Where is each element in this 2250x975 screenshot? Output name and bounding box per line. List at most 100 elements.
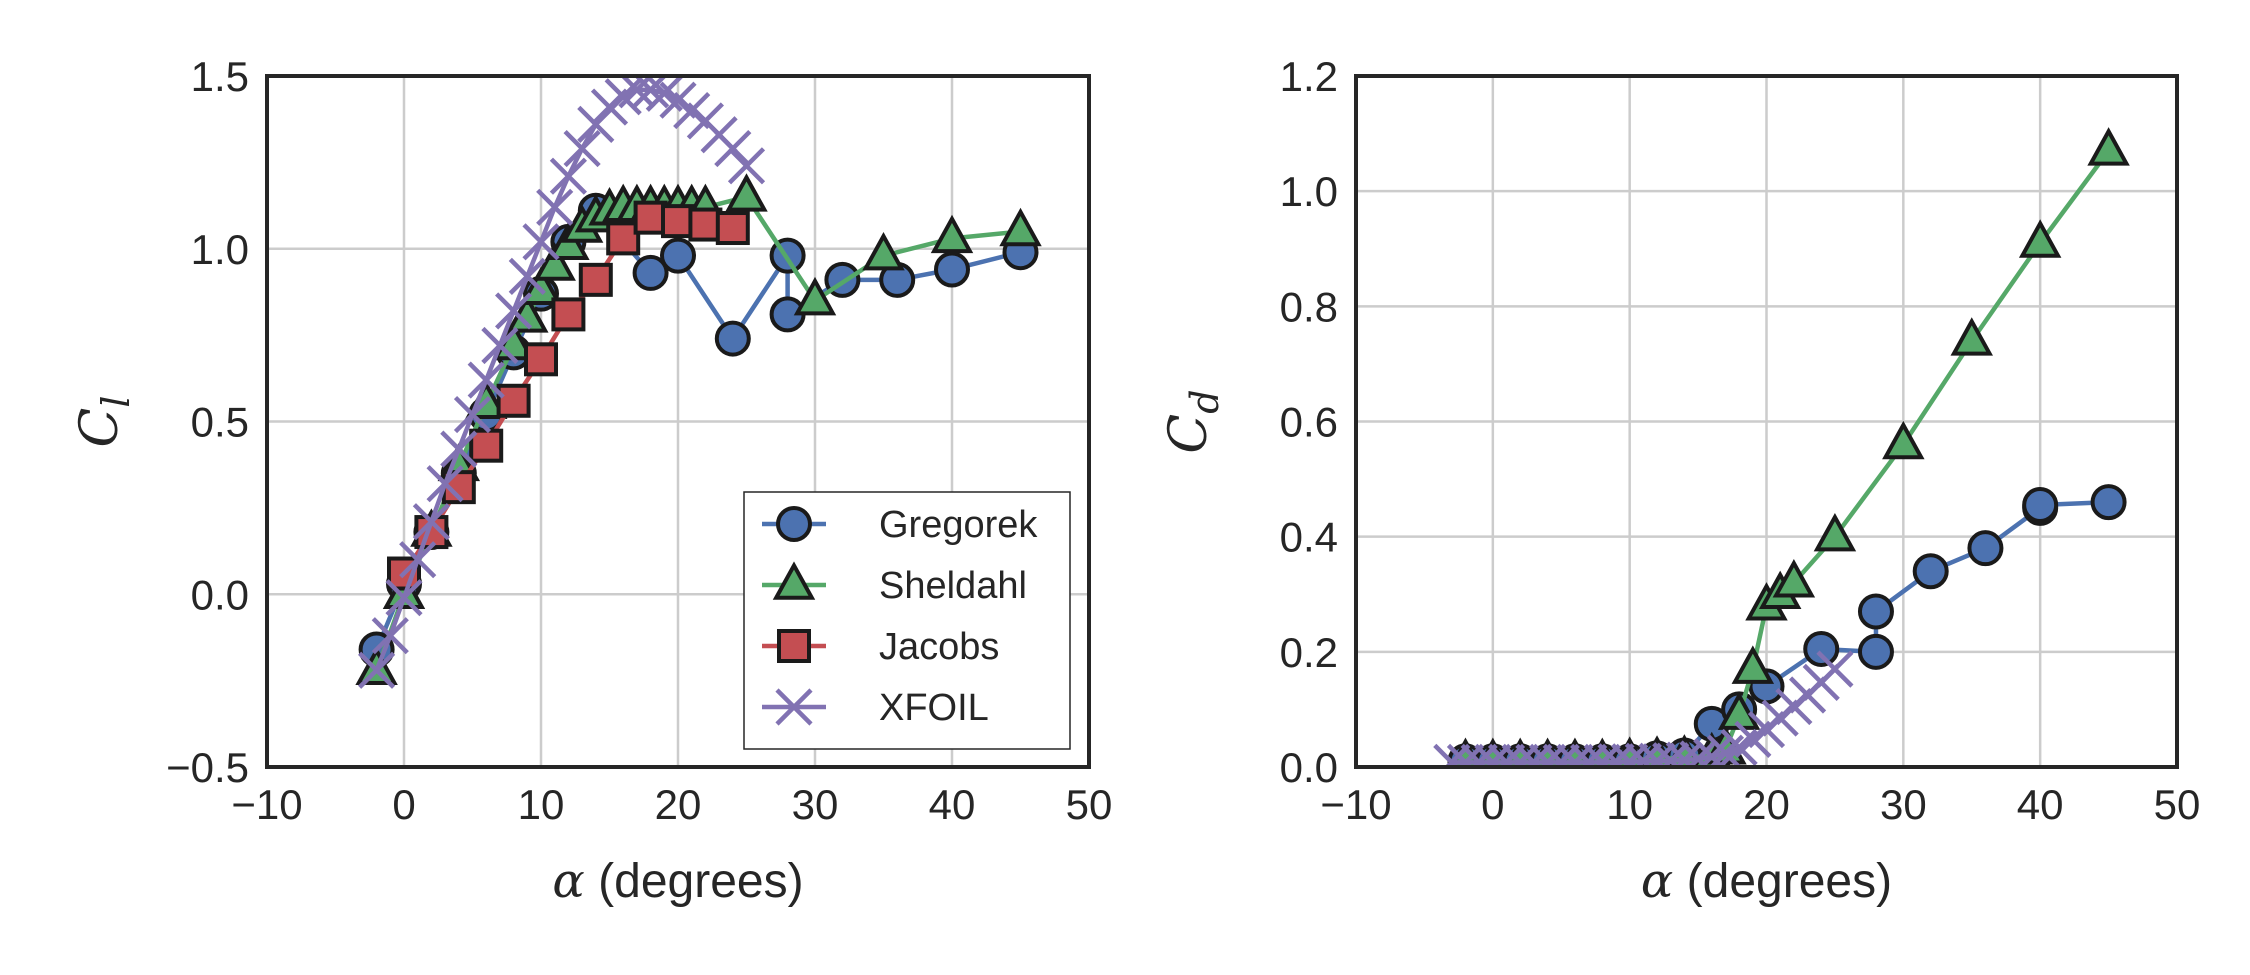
data-point bbox=[522, 223, 560, 261]
data-point bbox=[632, 74, 670, 109]
legend-marker bbox=[776, 506, 812, 542]
series-gregorek bbox=[1447, 484, 2127, 767]
data-point bbox=[412, 503, 450, 541]
data-point bbox=[1474, 743, 1512, 767]
legend-marker bbox=[772, 561, 816, 600]
data-point bbox=[467, 361, 505, 399]
x-tick-label: 0 bbox=[1481, 781, 1504, 828]
data-point bbox=[533, 242, 576, 281]
data-point bbox=[725, 173, 768, 212]
data-point bbox=[1570, 743, 1608, 767]
x-tick-label: −10 bbox=[231, 781, 302, 828]
data-point bbox=[1912, 553, 1949, 590]
data-point bbox=[1556, 743, 1594, 767]
data-point bbox=[551, 297, 586, 332]
x-tick-label: 10 bbox=[518, 781, 565, 828]
data-point bbox=[1967, 530, 2004, 567]
x-tick-label: −10 bbox=[1320, 781, 1391, 828]
data-point bbox=[524, 342, 558, 377]
y-axis-label: Cd bbox=[1159, 389, 1227, 453]
data-point bbox=[1528, 743, 1567, 767]
x-tick-label: 20 bbox=[655, 781, 702, 828]
data-point bbox=[1772, 559, 1816, 598]
y-tick-label: 0.2 bbox=[1280, 629, 1338, 676]
data-point bbox=[399, 541, 437, 579]
y-tick-label: 0.0 bbox=[1280, 744, 1338, 791]
y-tick-label: 1.5 bbox=[191, 53, 249, 100]
data-point bbox=[481, 326, 519, 365]
data-point bbox=[688, 207, 723, 242]
data-point bbox=[440, 430, 478, 468]
data-point bbox=[549, 157, 587, 195]
data-point bbox=[1638, 742, 1676, 767]
y-tick-label: 0.8 bbox=[1280, 283, 1338, 330]
legend-label: Gregorek bbox=[879, 504, 1038, 546]
data-point bbox=[714, 320, 751, 357]
data-point bbox=[519, 266, 563, 305]
data-point bbox=[1803, 630, 1840, 667]
data-point bbox=[2090, 484, 2127, 521]
data-point bbox=[2022, 486, 2059, 523]
data-point bbox=[453, 395, 492, 434]
y-tick-label: 0.0 bbox=[191, 571, 249, 618]
data-point bbox=[1487, 743, 1526, 767]
data-point bbox=[727, 147, 766, 185]
data-point bbox=[930, 214, 974, 254]
data-point bbox=[385, 579, 423, 617]
data-point bbox=[1597, 743, 1635, 767]
plot-area bbox=[1433, 127, 2130, 767]
data-point bbox=[604, 78, 642, 116]
y-tick-label: 1.0 bbox=[191, 226, 249, 273]
data-point bbox=[426, 465, 464, 503]
data-point bbox=[1679, 740, 1717, 767]
data-point bbox=[1857, 633, 1894, 670]
gridlines bbox=[1354, 74, 2179, 769]
x-tick-label: 20 bbox=[1743, 781, 1790, 828]
data-point bbox=[495, 292, 533, 330]
data-point bbox=[1583, 743, 1621, 767]
data-point bbox=[1460, 743, 1498, 767]
data-point bbox=[1706, 734, 1745, 767]
data-point bbox=[1446, 743, 1485, 767]
series-jacobs bbox=[387, 200, 750, 591]
y-tick-label: 1.2 bbox=[1280, 53, 1338, 100]
legend-marker bbox=[777, 629, 811, 663]
data-point bbox=[862, 231, 905, 271]
legend-marker bbox=[775, 688, 813, 726]
y-axis-label: Cl bbox=[70, 396, 138, 448]
data-point bbox=[714, 129, 752, 168]
data-point bbox=[793, 276, 837, 316]
y-tick-label: 1.0 bbox=[1280, 168, 1338, 215]
data-point bbox=[1731, 645, 1775, 684]
x-tick-label: 30 bbox=[1880, 781, 1927, 828]
data-point bbox=[2087, 127, 2130, 166]
plot-area bbox=[355, 74, 1042, 689]
data-point bbox=[358, 651, 396, 689]
legend-item-xfoil: XFOIL bbox=[762, 687, 989, 729]
data-point bbox=[1611, 743, 1649, 767]
data-point bbox=[1515, 743, 1553, 767]
legend-item-sheldahl: Sheldahl bbox=[762, 561, 1027, 607]
data-point bbox=[563, 129, 601, 168]
data-point bbox=[469, 428, 504, 463]
data-point bbox=[508, 257, 546, 295]
axes-frame bbox=[1354, 74, 2179, 769]
data-point bbox=[660, 237, 696, 274]
x-tick-label: 30 bbox=[792, 781, 839, 828]
data-point bbox=[1882, 420, 1925, 460]
y-tick-label: 0.4 bbox=[1280, 514, 1338, 561]
data-point bbox=[2018, 219, 2062, 258]
axes-frame bbox=[265, 74, 1091, 769]
y-tick-label: 0.6 bbox=[1280, 399, 1338, 446]
data-point bbox=[1652, 742, 1690, 767]
data-point bbox=[371, 617, 409, 655]
legend-label: Sheldahl bbox=[879, 565, 1027, 607]
data-point bbox=[1693, 738, 1731, 767]
legend-label: XFOIL bbox=[879, 687, 989, 729]
data-point bbox=[999, 207, 1042, 247]
legend-label: Jacobs bbox=[879, 626, 999, 668]
data-point bbox=[1950, 317, 1993, 356]
legend-item-gregorek: Gregorek bbox=[762, 504, 1038, 546]
data-point bbox=[606, 221, 641, 256]
x-axis-label: α (degrees) bbox=[1641, 853, 1892, 909]
